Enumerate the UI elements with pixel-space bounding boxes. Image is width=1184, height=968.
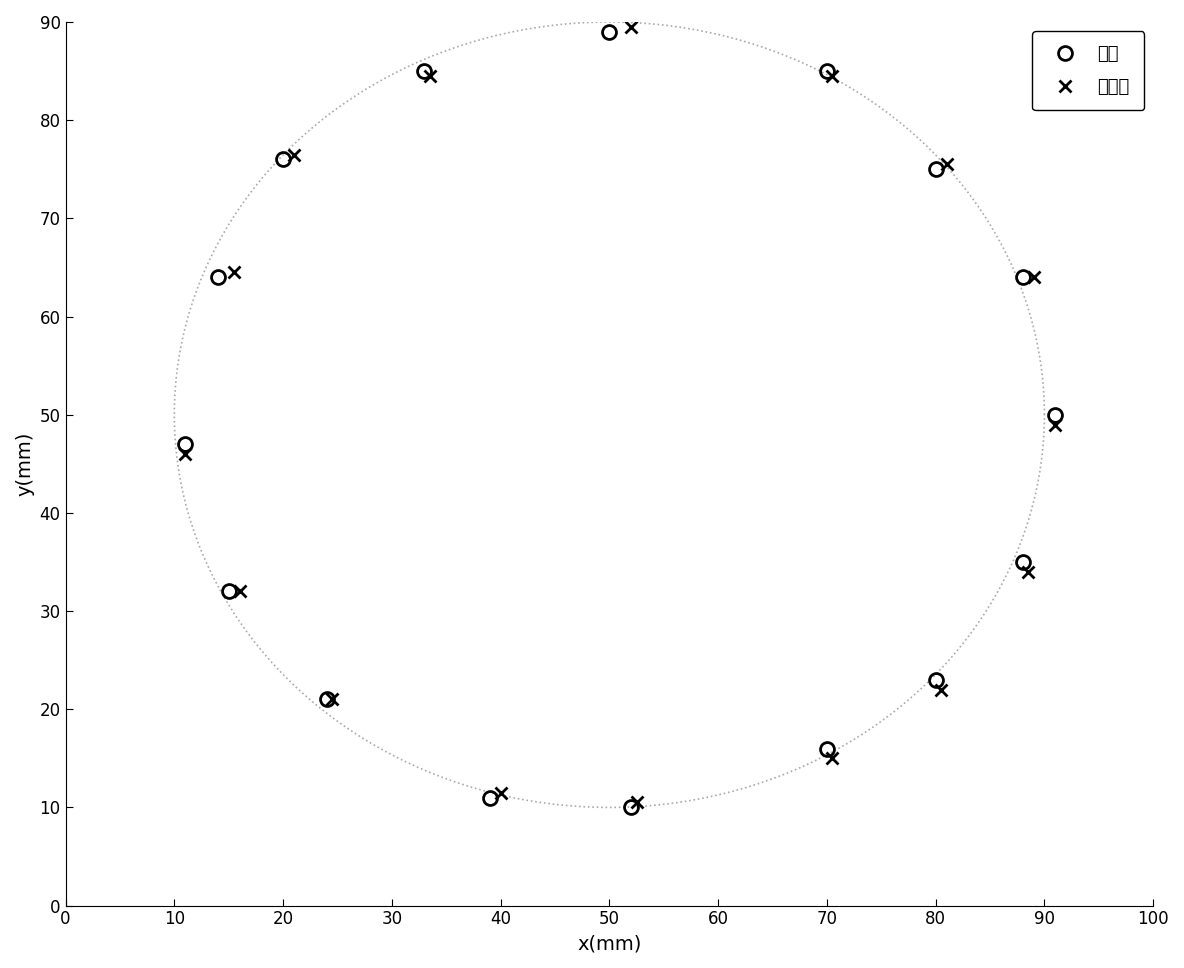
X-axis label: x(mm): x(mm) (577, 934, 642, 953)
Legend: 光源, 探测器: 光源, 探测器 (1032, 31, 1144, 110)
Y-axis label: y(mm): y(mm) (15, 432, 34, 496)
